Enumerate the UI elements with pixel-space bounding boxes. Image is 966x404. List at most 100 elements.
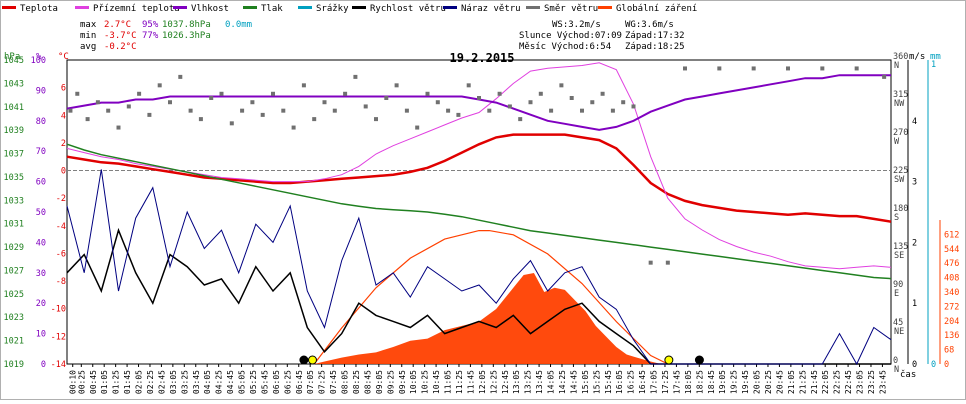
legend-swatch-7 — [526, 6, 540, 9]
tick-radiation-6: 408 — [944, 274, 959, 284]
tick-temperature-6: -2 — [56, 194, 66, 204]
stat-min-press: 1026.3hPa — [162, 31, 211, 41]
wind-dir-point-58 — [683, 66, 687, 71]
legend-swatch-1 — [75, 6, 89, 9]
xtick-label-32: 10:45 — [432, 370, 441, 394]
wind-dir-point-57 — [665, 260, 670, 265]
wind-dir-point-34 — [415, 125, 420, 130]
wind-dir-point-38 — [456, 112, 461, 117]
wind-dir-point-37 — [446, 108, 451, 113]
tick-humidity-6: 60 — [36, 178, 46, 188]
wind-dir-point-12 — [188, 108, 193, 113]
wind-dir-point-6 — [126, 104, 131, 109]
wind-dir-point-1 — [75, 91, 80, 96]
x-axis-label: čas — [900, 369, 916, 380]
series-radiation-area — [314, 272, 661, 364]
tick-humidity-9: 90 — [36, 86, 46, 96]
tick-humidity-7: 70 — [36, 147, 46, 157]
wind-dir-point-50 — [580, 108, 584, 113]
xtick-label-18: 06:05 — [272, 370, 281, 394]
tick-temperature-2: -10 — [51, 305, 66, 315]
tick-humidity-1: 10 — [36, 330, 46, 340]
xtick-label-34: 11:25 — [455, 370, 464, 394]
wind-dir-point-5 — [116, 125, 121, 130]
tick-radiation-5: 340 — [944, 288, 959, 298]
tick-pressure-0: 1019 — [4, 360, 24, 370]
tick-pressure-11: 1041 — [4, 103, 24, 113]
tick-humidity-4: 40 — [36, 238, 46, 248]
xtick-label-54: 18:05 — [684, 370, 693, 394]
xtick-label-46: 15:25 — [592, 370, 601, 394]
wind-dir-point-21 — [281, 108, 286, 113]
tick-pressure-7: 1033 — [4, 196, 24, 206]
sun-info-block: WS:3.2m/s WG:3.6m/s Slunce Východ:07:09 … — [519, 20, 685, 52]
wind-dir-point-40 — [477, 96, 481, 100]
xtick-label-13: 04:25 — [215, 370, 224, 394]
xtick-label-45: 15:05 — [581, 370, 590, 394]
xtick-label-0: 00:10 — [69, 370, 78, 394]
tick-temperature-0: -14 — [51, 360, 66, 370]
tick-humidity-10: 100 — [31, 56, 46, 66]
wind-wg: WG:3.6m/s — [625, 20, 674, 30]
wind-dir-point-27 — [343, 91, 348, 96]
tick-temperature-1: -12 — [51, 332, 66, 342]
tick-pressure-5: 1029 — [4, 243, 24, 253]
xtick-label-23: 07:45 — [329, 370, 338, 394]
legend: Teplota Přízemní teplota Vlhkost Tlak Srážky… — [2, 4, 697, 14]
tick-temperature-3: -8 — [56, 277, 66, 287]
wind-dir-point-44 — [518, 117, 523, 122]
wind-dir-point-16 — [229, 121, 234, 126]
xtick-label-49: 16:25 — [627, 370, 636, 394]
xtick-label-19: 06:25 — [283, 370, 292, 394]
tick-radiation-7: 476 — [944, 259, 959, 269]
xtick-label-60: 20:05 — [753, 370, 762, 394]
xtick-label-53: 17:45 — [672, 370, 681, 394]
moonset-text: Západ:18:25 — [625, 42, 685, 52]
xtick-label-65: 21:45 — [810, 370, 819, 394]
legend-label-7: Směr větru — [544, 4, 598, 14]
axis-label-ms: m/s — [909, 52, 925, 62]
xtick-label-33: 11:05 — [444, 370, 453, 394]
xtick-label-11: 03:45 — [192, 370, 201, 394]
legend-swatch-3 — [243, 6, 257, 9]
tick-radiation-9: 612 — [944, 230, 959, 240]
wind-dir-point-61 — [786, 66, 790, 71]
tick-direction-0: 0 — [893, 356, 898, 366]
wind-dir-point-9 — [157, 83, 162, 88]
stat-max-press: 1037.8hPa — [162, 20, 211, 30]
stat-max-temp: 2.7°C — [104, 20, 131, 30]
wind-dir-point-3 — [95, 100, 100, 105]
tick-temperature-4: -6 — [56, 249, 66, 259]
wind-dir-point-13 — [198, 117, 203, 122]
tick-windspeed-1: 1 — [912, 299, 917, 309]
xtick-label-37: 12:25 — [489, 370, 498, 394]
tick-temperature-5: -4 — [56, 222, 66, 232]
wind-dir-point-46 — [538, 91, 543, 96]
tick-direction-7: 315 — [893, 90, 908, 100]
wind-dir-point-22 — [291, 125, 296, 130]
tick-windspeed-0: 0 — [912, 360, 917, 370]
wind-dir-point-51 — [590, 100, 595, 105]
xtick-label-61: 20:25 — [764, 370, 773, 394]
xtick-label-27: 09:05 — [375, 370, 384, 394]
xtick-label-14: 04:45 — [226, 370, 235, 394]
event-marker-1 — [664, 355, 674, 365]
xtick-label-6: 02:05 — [135, 370, 144, 394]
wind-dir-point-42 — [497, 91, 502, 96]
tick-direction-3: 135 — [893, 242, 908, 252]
wind-dir-point-17 — [240, 108, 245, 113]
moonrise-text: Měsíc Východ:6:54 — [519, 42, 611, 52]
sunset-text: Západ:17:32 — [625, 31, 685, 41]
wind-dir-point-62 — [820, 66, 825, 71]
tick-radiation-1: 68 — [944, 346, 954, 356]
stat-min-hum: 77% — [142, 31, 159, 41]
sunrise-text: Slunce Východ:07:09 — [519, 31, 622, 41]
tick-pressure-1: 1021 — [4, 337, 24, 347]
xtick-label-52: 17:25 — [661, 370, 670, 394]
wind-dir-point-18 — [250, 100, 255, 105]
xtick-label-28: 09:25 — [386, 370, 395, 394]
tick-humidity-5: 50 — [36, 208, 46, 218]
wind-dir-point-43 — [507, 104, 512, 109]
tick-humidity-8: 80 — [36, 117, 46, 127]
